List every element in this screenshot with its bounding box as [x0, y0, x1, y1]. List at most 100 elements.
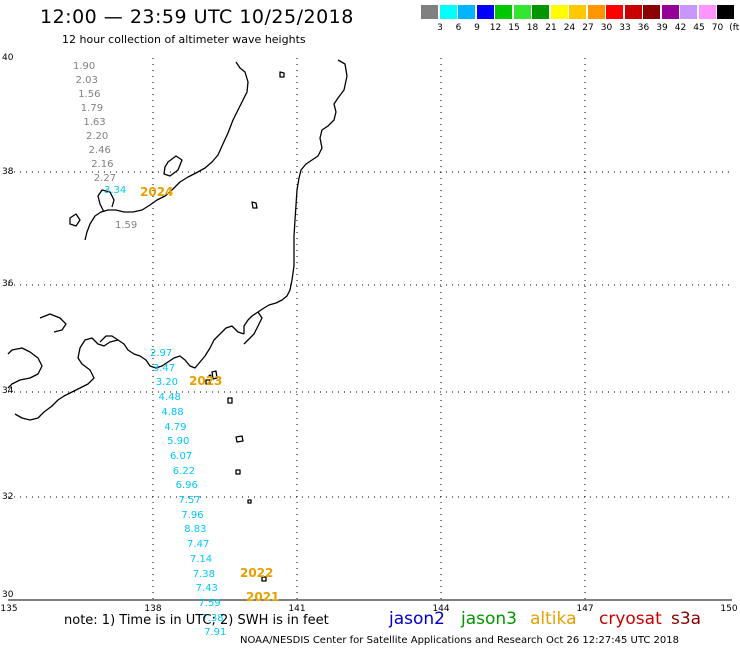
wave-height-label: 7.38 — [192, 568, 216, 580]
island-sado — [163, 155, 183, 177]
coastline-boso — [243, 311, 263, 345]
scale-swatch — [680, 5, 697, 19]
lat-label-32: 32 — [2, 492, 14, 502]
scale-label: 12 — [489, 23, 502, 33]
scale-swatch — [643, 5, 660, 19]
wave-height-label: 7.38 — [201, 612, 224, 624]
scale-swatch — [495, 5, 512, 19]
scale-swatch — [606, 5, 623, 19]
wave-height-label: 3.47 — [152, 362, 176, 374]
lat-label-30: 30 — [2, 590, 14, 600]
wave-height-label: 7.91 — [204, 627, 227, 639]
scale-swatch — [532, 5, 549, 19]
island-oki — [69, 213, 81, 227]
scale-swatch — [624, 5, 642, 19]
lon-label-135: 135 — [0, 604, 18, 614]
scale-swatch — [661, 5, 679, 19]
island-izu-2 — [205, 379, 211, 385]
wave-height-label: 2.20 — [86, 131, 109, 142]
scale-label: 70 — [711, 23, 724, 33]
year-label-2021: 2021 — [246, 590, 280, 604]
track-marks — [208, 374, 212, 378]
scale-swatch — [439, 5, 457, 19]
scale-swatch — [587, 5, 605, 19]
footer-credit: NOAA/NESDIS Center for Satellite Applica… — [240, 635, 679, 646]
lat-label-40: 40 — [2, 53, 14, 63]
wave-height-label: 6.22 — [172, 465, 196, 477]
scale-label: 39 — [656, 23, 668, 33]
wave-height-label: 7.43 — [195, 583, 218, 595]
lat-label-36: 36 — [2, 279, 14, 289]
wave-height-label: 1.59 — [115, 220, 138, 231]
wave-height-label: 7.96 — [181, 509, 204, 521]
scale-swatch — [476, 5, 494, 19]
satellite-legend-jason3: jason3 — [461, 609, 517, 629]
island-izu-6 — [247, 499, 252, 504]
wave-height-label: 7.47 — [187, 539, 210, 551]
scale-swatch — [458, 5, 475, 19]
coastline-honshu-west — [84, 61, 249, 241]
island-izu-4 — [235, 435, 244, 443]
scale-swatch — [513, 5, 531, 19]
scale-label: 3 — [437, 23, 443, 33]
coastline — [7, 59, 348, 582]
wave-height-label: 1.79 — [80, 103, 104, 114]
lat-label-34: 34 — [2, 386, 14, 396]
lon-label-144: 144 — [432, 604, 450, 614]
wave-height-label: 4.88 — [161, 406, 184, 418]
wave-height-label: 2.46 — [88, 145, 111, 156]
wave-height-label: 2.16 — [91, 159, 114, 170]
island-small-a — [279, 71, 285, 78]
island-izu-5 — [235, 469, 241, 475]
coastline-noto — [97, 189, 115, 213]
year-label-2024: 2024 — [140, 185, 174, 199]
year-label-2023: 2023 — [189, 374, 223, 388]
year-label-2022: 2022 — [240, 566, 274, 580]
scale-label: (ft) — [729, 23, 740, 33]
coastline-bay-left — [39, 313, 67, 333]
wave-height-label: 6.96 — [175, 480, 198, 492]
wave-height-label: 2.97 — [150, 348, 173, 359]
wave-height-label: 3.20 — [155, 377, 178, 389]
wave-height-label: 4.79 — [164, 421, 187, 433]
footer-note: note: 1) Time is in UTC; 2) SWH is in fe… — [64, 613, 329, 628]
island-izu-7 — [261, 576, 267, 582]
island-izu-3 — [227, 397, 233, 404]
scale-label: 9 — [474, 23, 480, 33]
satellite-legend-s3a: s3a — [671, 609, 702, 629]
scale-swatch — [550, 5, 568, 19]
chart-subtitle: 12 hour collection of altimeter wave hei… — [62, 33, 306, 46]
coastline-kii — [99, 335, 119, 343]
coastline-izu — [14, 325, 245, 421]
satellite-legend-altika: altika — [530, 609, 577, 629]
wave-height-label: 8.83 — [184, 524, 207, 536]
coastline-west-bay — [7, 347, 43, 389]
scale-swatch — [717, 5, 734, 19]
scale-label: 36 — [637, 23, 650, 33]
scale-label: 24 — [563, 23, 576, 33]
scale-label: 42 — [674, 23, 687, 33]
scale-label: 33 — [619, 23, 631, 33]
wave-height-label: 1.56 — [78, 89, 101, 100]
wave-height-label: 3.34 — [104, 185, 127, 196]
scale-swatch — [569, 5, 586, 19]
chart-title: 12:00 — 23:59 UTC 10/25/2018 — [40, 6, 354, 28]
scale-swatch — [421, 5, 438, 19]
scale-label: 18 — [526, 23, 539, 33]
scale-swatch — [698, 5, 716, 19]
wave-height-label: 2.03 — [75, 75, 98, 86]
satellite-legend-cryosat: cryosat — [599, 609, 662, 629]
wave-height-label: 7.57 — [178, 495, 201, 506]
lon-label-147: 147 — [576, 604, 594, 614]
lon-label-138: 138 — [144, 604, 162, 614]
wave-height-label: 7.59 — [198, 597, 221, 609]
scale-label: 45 — [693, 23, 705, 33]
satellite-legend-jason2: jason2 — [389, 609, 445, 629]
wave-height-label: 7.14 — [189, 553, 213, 565]
wave-height-label: 4.48 — [158, 392, 181, 404]
scale-label: 6 — [455, 23, 462, 33]
wave-height-label: 6.07 — [169, 450, 193, 462]
coastline-north-east — [243, 59, 348, 334]
wave-height-label: 1.63 — [83, 117, 106, 128]
